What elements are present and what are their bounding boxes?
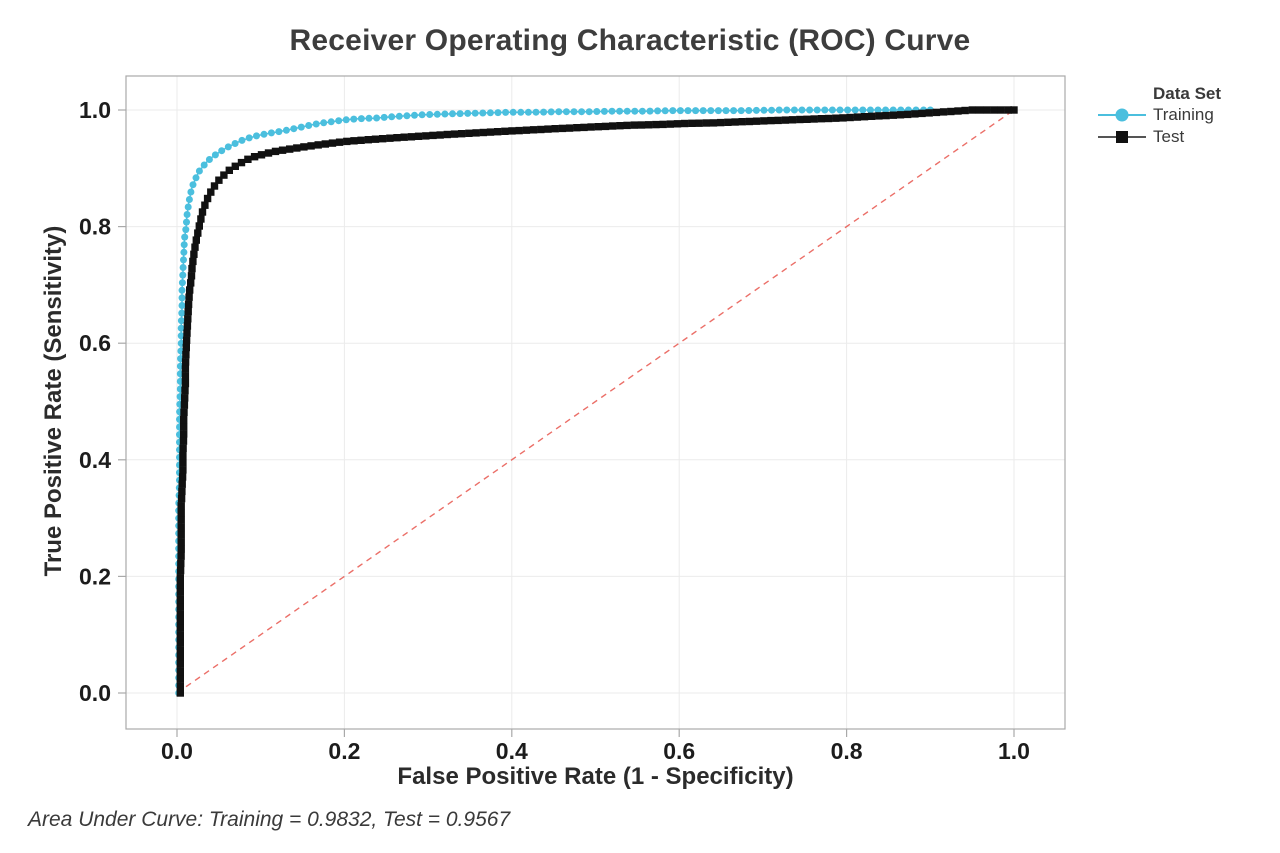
svg-text:0.4: 0.4 [496, 738, 528, 764]
legend-title: Data Set [1153, 84, 1222, 103]
legend: Data Set Training Test [1097, 84, 1221, 148]
gridlines [126, 76, 1065, 729]
svg-text:0.0: 0.0 [79, 680, 111, 706]
svg-text:0.4: 0.4 [79, 447, 111, 473]
svg-text:0.2: 0.2 [328, 738, 360, 764]
svg-text:1.0: 1.0 [79, 97, 111, 123]
svg-text:0.2: 0.2 [79, 563, 111, 589]
auc-annotation: Area Under Curve: Training = 0.9832, Tes… [28, 808, 511, 831]
legend-label-training: Training [1153, 105, 1214, 124]
svg-text:0.6: 0.6 [663, 738, 695, 764]
svg-text:1.0: 1.0 [998, 738, 1030, 764]
x-axis-title: False Positive Rate (1 - Specificity) [397, 763, 794, 790]
training-marker-icon [1098, 108, 1146, 122]
svg-text:0.0: 0.0 [161, 738, 193, 764]
plot-frame [125, 75, 1066, 730]
legend-item-training: Training [1097, 104, 1221, 126]
x-axis-ticks: 0.0 0.2 0.4 0.6 0.8 1.0 [161, 729, 1030, 764]
svg-text:0.8: 0.8 [79, 214, 111, 240]
chart-title: Receiver Operating Characteristic (ROC) … [289, 24, 971, 57]
reference-diagonal [176, 109, 1015, 694]
legend-item-test: Test [1097, 126, 1221, 148]
svg-text:0.6: 0.6 [79, 330, 111, 356]
test-series [176, 106, 1018, 697]
test-marker-icon [1098, 131, 1146, 143]
y-axis-ticks: 0.0 0.2 0.4 0.6 0.8 1.0 [79, 97, 126, 706]
training-series [175, 106, 934, 697]
legend-label-test: Test [1153, 127, 1185, 146]
svg-text:0.8: 0.8 [831, 738, 863, 764]
y-axis-title: True Positive Rate (Sensitivity) [40, 225, 67, 577]
